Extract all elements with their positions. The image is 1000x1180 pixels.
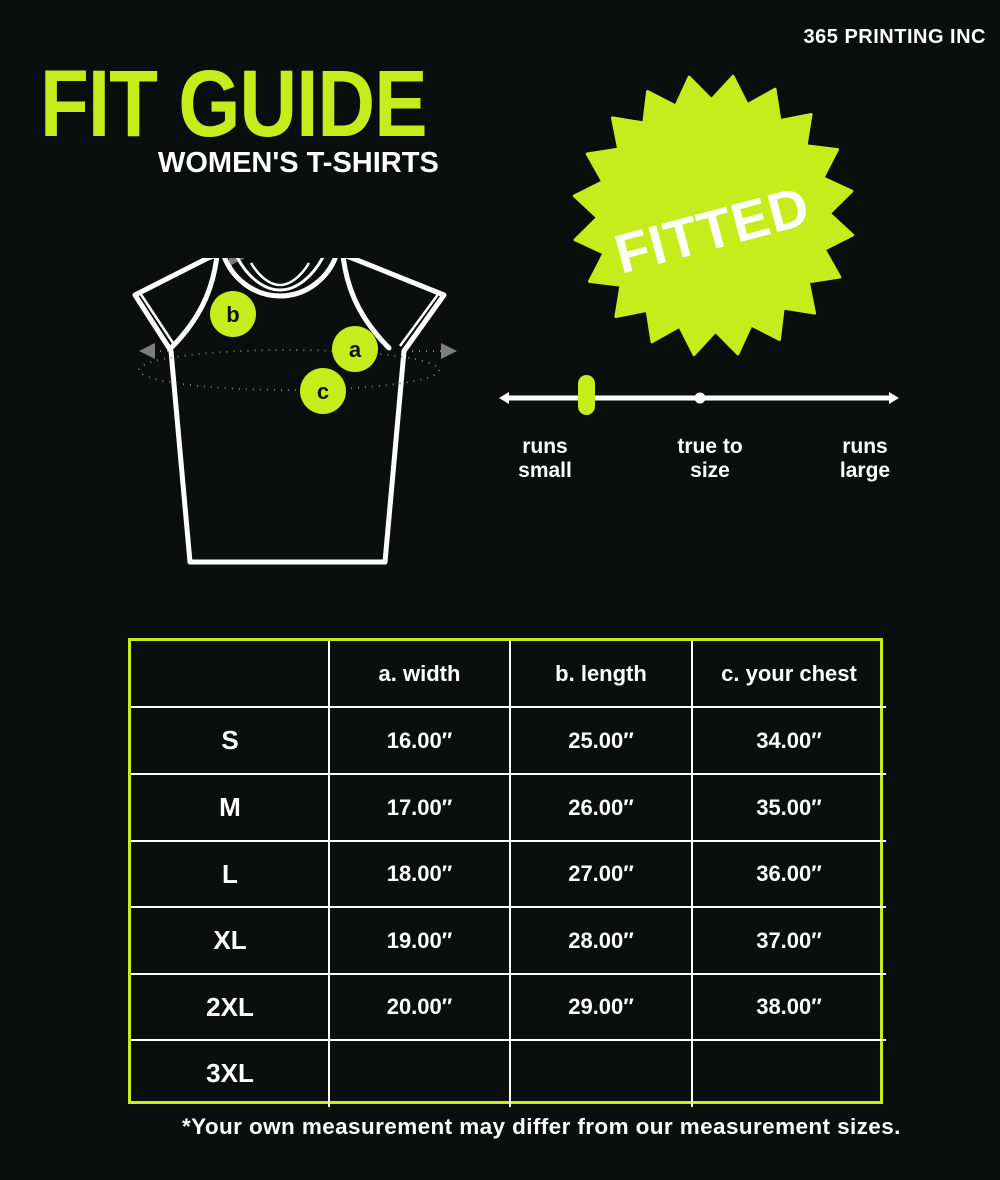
svg-text:c: c bbox=[317, 379, 329, 404]
svg-text:b: b bbox=[226, 302, 239, 327]
svg-text:a: a bbox=[349, 337, 362, 362]
